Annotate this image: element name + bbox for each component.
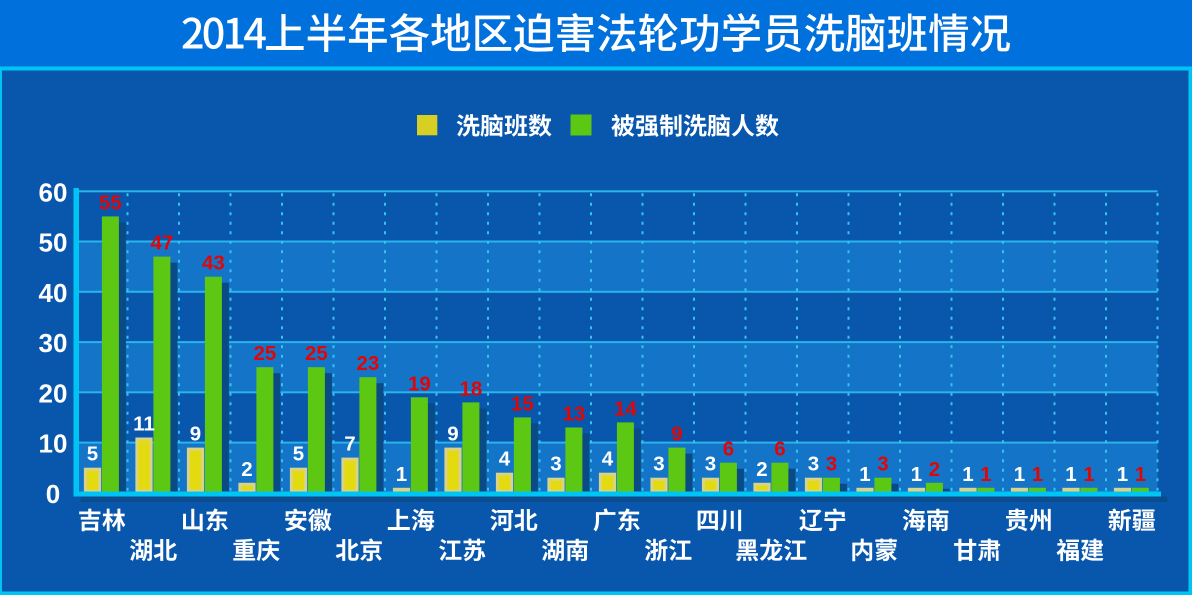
svg-text:2: 2 xyxy=(929,458,940,481)
svg-text:1: 1 xyxy=(1083,463,1094,486)
svg-text:3: 3 xyxy=(550,453,561,476)
svg-text:2: 2 xyxy=(756,458,767,481)
svg-text:1: 1 xyxy=(396,463,407,486)
svg-text:6: 6 xyxy=(723,438,734,461)
svg-text:18: 18 xyxy=(459,377,482,400)
svg-text:19: 19 xyxy=(408,372,431,395)
svg-text:1: 1 xyxy=(1117,463,1128,486)
svg-text:3: 3 xyxy=(877,453,888,476)
svg-text:15: 15 xyxy=(511,392,534,415)
svg-text:0: 0 xyxy=(46,479,60,509)
svg-text:1: 1 xyxy=(1032,463,1043,486)
svg-text:50: 50 xyxy=(39,228,68,258)
svg-text:14: 14 xyxy=(614,397,637,420)
svg-text:47: 47 xyxy=(150,232,173,255)
svg-text:2: 2 xyxy=(241,458,252,481)
svg-text:1: 1 xyxy=(980,463,991,486)
svg-text:1: 1 xyxy=(859,463,870,486)
svg-text:23: 23 xyxy=(356,352,379,375)
svg-text:3: 3 xyxy=(653,453,664,476)
svg-text:9: 9 xyxy=(447,423,458,446)
svg-text:25: 25 xyxy=(253,342,276,365)
svg-text:5: 5 xyxy=(293,443,304,466)
svg-text:3: 3 xyxy=(808,453,819,476)
svg-text:10: 10 xyxy=(39,429,68,459)
svg-text:3: 3 xyxy=(705,453,716,476)
svg-text:60: 60 xyxy=(39,177,68,207)
svg-text:43: 43 xyxy=(202,252,225,275)
svg-text:25: 25 xyxy=(305,342,328,365)
svg-text:3: 3 xyxy=(826,453,837,476)
svg-text:5: 5 xyxy=(87,443,98,466)
svg-text:4: 4 xyxy=(602,448,614,471)
svg-text:1: 1 xyxy=(1065,463,1076,486)
svg-text:11: 11 xyxy=(133,413,155,436)
svg-text:13: 13 xyxy=(562,403,585,426)
svg-text:9: 9 xyxy=(190,423,201,446)
svg-text:1: 1 xyxy=(962,463,973,486)
svg-text:55: 55 xyxy=(99,191,122,214)
svg-text:1: 1 xyxy=(911,463,922,486)
svg-text:20: 20 xyxy=(39,378,68,408)
svg-text:1: 1 xyxy=(1014,463,1025,486)
svg-text:1: 1 xyxy=(1135,463,1146,486)
svg-text:7: 7 xyxy=(344,433,355,456)
svg-text:30: 30 xyxy=(39,328,68,358)
svg-text:40: 40 xyxy=(39,278,68,308)
svg-text:9: 9 xyxy=(671,423,682,446)
svg-text:4: 4 xyxy=(499,448,511,471)
svg-text:6: 6 xyxy=(774,438,785,461)
